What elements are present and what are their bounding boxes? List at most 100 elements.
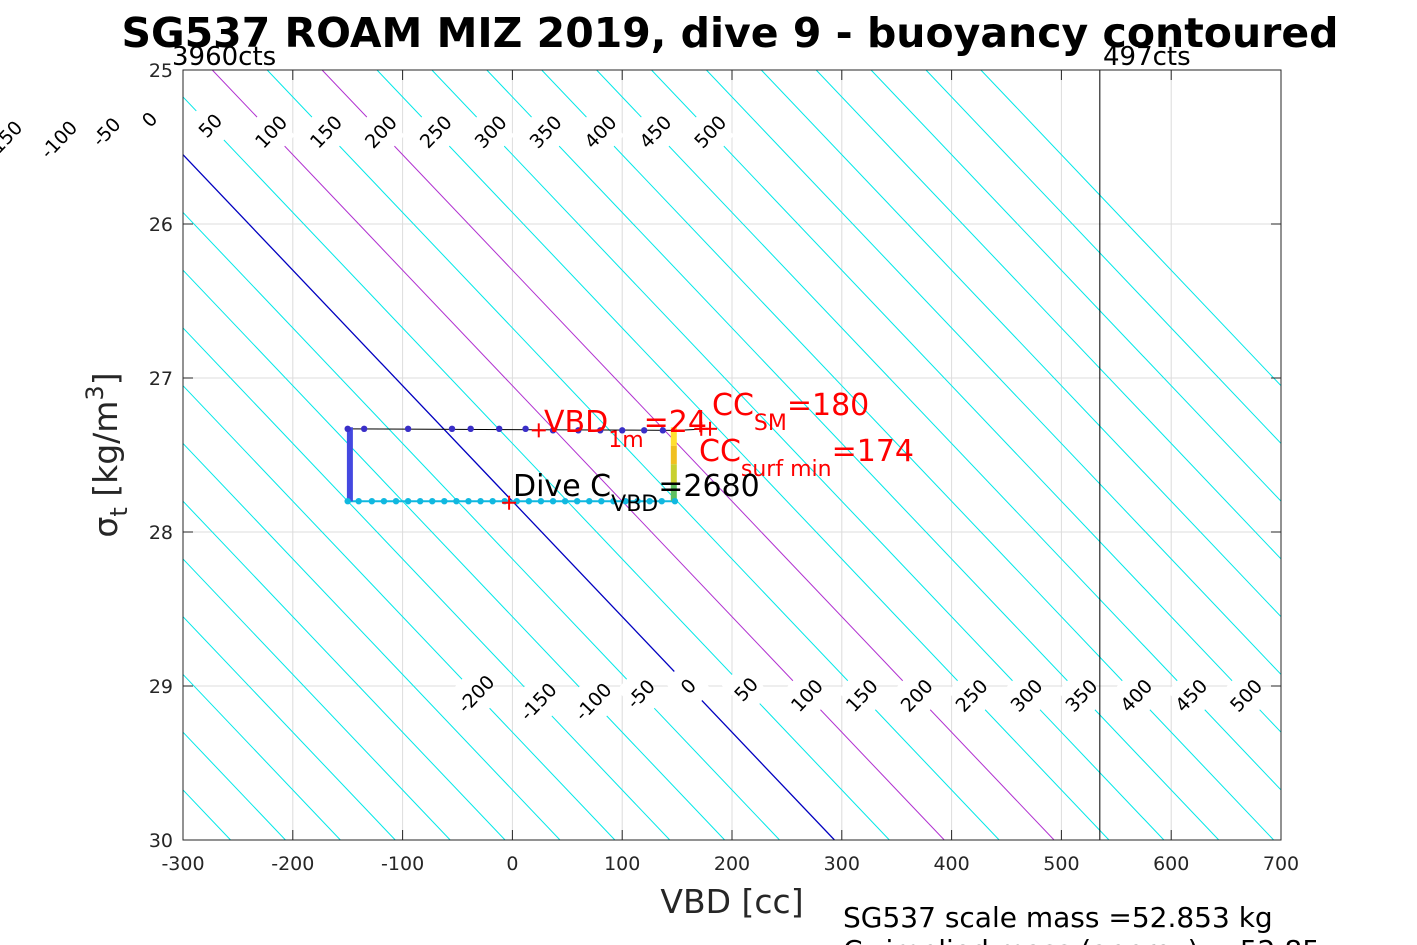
contour-line [760, 70, 1281, 618]
counts-left-label: 3960cts [172, 42, 276, 72]
contour-line [596, 70, 1281, 791]
contour-line [0, 70, 11, 840]
bottom-point [368, 498, 376, 505]
cc-sm-annotation: CCSM=180 [712, 388, 869, 436]
descent-point [549, 427, 557, 434]
descent-point [575, 427, 582, 434]
contour-label-bg [466, 107, 515, 156]
contour-label-bg [568, 677, 618, 726]
descent-point [448, 425, 456, 433]
descent-point [659, 427, 667, 434]
descent-point [496, 425, 503, 433]
contour-line [211, 70, 945, 840]
contour-line [0, 70, 66, 840]
contour-label-bg [616, 669, 665, 718]
bottom-point [344, 498, 351, 505]
descent-point [597, 427, 604, 434]
contour-label-bg [1002, 671, 1051, 720]
x-tick-label: 200 [714, 853, 750, 875]
cc-surf-min-annotation: CCsurf min=174 [699, 434, 914, 482]
x-tick-label: -200 [271, 853, 314, 875]
contour-line [183, 615, 396, 840]
contour-label-bg [630, 107, 680, 156]
bottom-point [646, 498, 653, 505]
contour-label-bg [451, 669, 500, 718]
bottom-point [671, 498, 679, 505]
buoyancy-contours [0, 70, 1281, 840]
bottom-point [380, 498, 388, 505]
bottom-point [525, 498, 533, 505]
bottom-point [634, 498, 641, 505]
contour-line [815, 70, 1281, 560]
contour-label-bg [301, 107, 350, 156]
y-axis-label-close: ] [86, 372, 125, 385]
contour-line [651, 70, 1281, 733]
x-tick-label: -300 [161, 853, 204, 875]
bottom-point [658, 498, 665, 505]
y-axis-label-superscript: 3 [81, 385, 109, 400]
bottom-point [429, 498, 436, 505]
contour-label-bg [892, 671, 941, 720]
contour-line [376, 70, 1110, 840]
contour-line [183, 384, 616, 840]
descent-point [619, 427, 626, 434]
svg-text:σt [kg/m3]: σt [kg/m3] [81, 372, 133, 537]
contour-label-bg [947, 671, 996, 720]
bottom-point [416, 498, 424, 505]
contour-label-bg [721, 665, 771, 714]
x-tick-label: 600 [1153, 853, 1189, 875]
contour-label-bg [837, 671, 886, 720]
x-tick-label: 300 [824, 853, 860, 875]
footer-implied-mass: C_ implied mass (approx) = 52.85 [843, 934, 1320, 945]
contour-label-bg [34, 115, 83, 164]
contour-label-bg [521, 107, 570, 156]
bottom-point [598, 498, 605, 505]
contour-label-bg [1221, 671, 1271, 720]
contour-line [183, 211, 780, 840]
contour-line [183, 673, 341, 840]
bottom-point [573, 498, 581, 505]
y-tick-label: 30 [149, 830, 173, 852]
y-tick-label: 28 [149, 522, 173, 544]
bottom-point [610, 498, 617, 505]
contour-label-bg [246, 107, 295, 156]
contour-line [541, 70, 1275, 840]
bottom-point [477, 498, 484, 505]
contour-label-bg [782, 671, 831, 720]
contour-line [183, 442, 561, 840]
x-tick-label: 500 [1043, 853, 1079, 875]
bottom-point [441, 498, 448, 505]
y-tick-label: 29 [149, 676, 173, 698]
contour-label-bg [411, 107, 460, 156]
bottom-point [586, 498, 593, 505]
descent-point [360, 425, 368, 433]
bottom-point [404, 498, 412, 505]
bottom-point [465, 498, 472, 505]
x-tick-label: 400 [933, 853, 969, 875]
x-axis-label: VBD [cc] [660, 882, 803, 921]
dive-c-vbd-annotation: Dive CVBD=2680 [513, 469, 760, 517]
contour-label-bg [685, 107, 735, 156]
contour-label-bg [513, 677, 563, 726]
bottom-point [355, 498, 362, 505]
contour-label-bg [356, 107, 405, 156]
contour-label-bg [1111, 671, 1161, 720]
bottom-point [537, 498, 545, 505]
contour-line [183, 500, 506, 840]
x-tick-label: -100 [381, 853, 424, 875]
contour-label-bg [185, 101, 235, 150]
bottom-point [561, 498, 569, 505]
contour-line [706, 70, 1281, 676]
contour-line [183, 558, 451, 840]
dive-data [344, 70, 1101, 840]
bottom-point [453, 498, 460, 505]
bottom-point [392, 498, 400, 505]
y-axis-label: σt [kg/m3] [81, 372, 133, 537]
contour-line [980, 70, 1281, 387]
contour-line [870, 70, 1281, 502]
contour-line [321, 70, 1055, 840]
descent-point [640, 427, 648, 434]
descent-point [344, 425, 351, 433]
vbd-1m-annotation: VBD1m=24 [544, 405, 707, 453]
contour-line [266, 70, 1000, 840]
